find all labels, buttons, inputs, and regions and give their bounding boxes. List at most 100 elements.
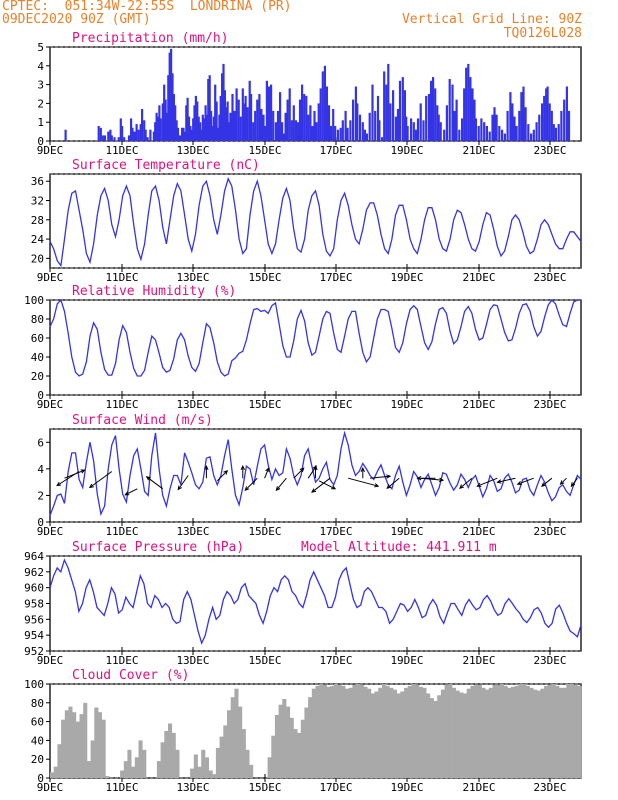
precip-bar (156, 116, 160, 141)
precip-bar (222, 63, 225, 141)
precip-bar (445, 105, 448, 141)
precip-bar (292, 105, 295, 141)
precip-bar (352, 99, 355, 141)
precip-bar (488, 131, 491, 141)
cloud-bar (227, 710, 232, 778)
precip-bar (133, 131, 136, 141)
precip-bar (427, 94, 431, 141)
precip-bar (183, 131, 186, 141)
y-tick-label: 80 (31, 697, 44, 710)
cloud-bar (319, 684, 324, 778)
wind-arrow-head (88, 483, 94, 489)
precip-bar (565, 86, 568, 141)
wind-arrow-head (439, 477, 445, 483)
precip-bar (436, 105, 439, 141)
cloud-bar (407, 685, 412, 778)
wind-arrow-head (541, 482, 546, 487)
panel-title: Surface Pressure (hPa) (72, 540, 244, 555)
x-tick-label: 15DEC (248, 144, 281, 157)
wind-arrow-head (476, 482, 482, 487)
wind-arrow (264, 468, 270, 479)
precip-bar (99, 127, 102, 141)
precip-bar (131, 127, 134, 141)
precip-bar (210, 110, 213, 141)
y-tick-label: 60 (31, 332, 44, 345)
cloud-bar (160, 742, 165, 778)
wind-arrow-head (496, 479, 502, 484)
precip-bar (567, 110, 571, 141)
precip-bar (248, 80, 251, 141)
precip-bar (305, 95, 308, 141)
cloud-bar (356, 684, 361, 778)
precip-bar (216, 127, 220, 141)
cloud-bar (193, 754, 198, 778)
precip-bar (321, 71, 324, 141)
wind-arrow (146, 476, 163, 490)
x-tick-label: 13DEC (176, 525, 209, 538)
precip-bar (434, 88, 437, 141)
x-tick-label: 19DEC (390, 271, 423, 284)
precip-bar (270, 84, 273, 141)
x-tick-label: 17DEC (319, 654, 352, 667)
precip-bar (392, 90, 395, 141)
precip-bar (149, 129, 152, 141)
x-tick-label: 21DEC (462, 271, 495, 284)
y-tick-label: 954 (24, 629, 44, 642)
y-tick-label: 952 (24, 645, 44, 658)
precip-bar (143, 120, 146, 141)
cloud-bar (470, 685, 475, 778)
precip-bar (121, 126, 124, 141)
precip-bar (190, 129, 193, 141)
precip-bar (227, 122, 231, 141)
precip-bar (309, 105, 312, 141)
cloud-bar (474, 684, 479, 778)
x-tick-label: 11DEC (105, 398, 138, 411)
cloud-bar (289, 717, 294, 778)
cloud-bar (278, 704, 283, 778)
precip-bar (127, 135, 131, 141)
cloud-bar (90, 740, 95, 778)
cloud-bar (308, 697, 313, 778)
cloud-bar (238, 706, 243, 778)
precip-bar (239, 116, 242, 141)
x-tick-label: 13DEC (176, 654, 209, 667)
wind-arrow (477, 477, 498, 487)
precip-bar (509, 92, 512, 141)
precip-bar (263, 126, 266, 141)
x-tick-label: 11DEC (105, 654, 138, 667)
cloud-bar (75, 721, 80, 778)
precip-bar (288, 88, 291, 141)
precip-bar (560, 110, 563, 141)
cloud-bar (573, 684, 578, 778)
x-tick-label: 19DEC (390, 525, 423, 538)
precip-bar (196, 101, 199, 141)
x-tick-label: 9DEC (37, 144, 64, 157)
precip-bar (513, 116, 516, 141)
cloud-bar (440, 689, 445, 778)
cloud-bar (514, 685, 519, 778)
precip-bar (365, 133, 368, 141)
precip-bar (226, 101, 229, 141)
cloud-bar (322, 684, 327, 778)
precip-bar (451, 84, 454, 141)
precip-bar (498, 126, 501, 141)
precip-bar (471, 88, 474, 141)
cloud-bar (326, 686, 331, 778)
precip-bar (546, 86, 549, 141)
precip-bar (317, 103, 320, 141)
precip-bar (186, 97, 189, 141)
wind-arrow-head (244, 486, 250, 492)
precip-bar (371, 84, 374, 141)
cloud-bar (367, 688, 372, 778)
cloud-bar (219, 736, 224, 778)
x-tick-label: 9DEC (37, 398, 64, 411)
precip-bar (485, 126, 488, 141)
precip-bar (311, 126, 314, 141)
cloud-bar (481, 687, 486, 778)
cloud-bar (101, 719, 106, 778)
precip-bar (437, 114, 440, 141)
cloud-bar (359, 684, 364, 778)
x-tick-label: 9DEC (37, 781, 64, 794)
y-tick-label: 80 (31, 313, 44, 326)
precip-bar (272, 110, 275, 141)
